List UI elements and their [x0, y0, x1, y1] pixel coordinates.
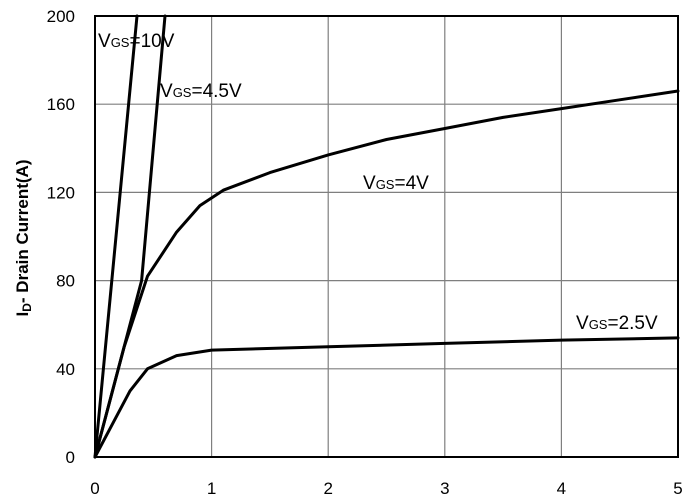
y-tick-label: 80 — [56, 272, 75, 291]
y-axis-label-sub: D — [20, 303, 34, 312]
grid — [95, 16, 678, 457]
series-label-main: V — [98, 31, 111, 52]
series-label-vgs-4-5v: VGS=4.5V — [160, 81, 242, 102]
y-axis-label-rest: - Drain Current(A) — [13, 160, 32, 304]
x-tick-label: 4 — [557, 479, 566, 498]
x-tick-labels: 0 1 2 3 4 5 — [90, 479, 682, 498]
x-tick-label: 0 — [90, 479, 99, 498]
series-label-rest: =4.5V — [191, 81, 242, 102]
series-label-vgs-2-5v: VGS=2.5V — [576, 313, 658, 334]
series-label-sub: GS — [173, 85, 192, 100]
series-label-main: V — [576, 313, 589, 334]
x-tick-label: 2 — [323, 479, 332, 498]
series-label-sub: GS — [376, 177, 395, 192]
y-tick-labels: 0 40 80 120 160 200 — [47, 7, 75, 467]
series-line-vgs-4v — [95, 91, 678, 457]
series-label-vgs-4v: VGS=4V — [363, 173, 429, 194]
x-tick-label: 5 — [673, 479, 682, 498]
y-tick-label: 200 — [47, 7, 75, 26]
y-tick-label: 120 — [47, 183, 75, 202]
y-tick-label: 0 — [66, 448, 75, 467]
plot-frame — [95, 16, 678, 457]
series-label-main: V — [160, 81, 173, 102]
series-label-sub: GS — [111, 35, 130, 50]
series-label-rest: =2.5V — [607, 313, 658, 334]
x-tick-label: 1 — [207, 479, 216, 498]
series-label-vgs-10v: VGS=10V — [98, 31, 175, 52]
curves — [95, 16, 678, 457]
y-tick-label: 160 — [47, 95, 75, 114]
y-tick-label: 40 — [56, 360, 75, 379]
series-line-vgs-2-5v — [95, 338, 678, 457]
x-tick-label: 3 — [440, 479, 449, 498]
y-axis-label: ID- Drain Current(A) — [13, 160, 34, 317]
series-label-main: V — [363, 173, 376, 194]
series-label-sub: GS — [589, 317, 608, 332]
series-label-rest: =10V — [129, 31, 174, 52]
series-label-rest: =4V — [394, 173, 429, 194]
